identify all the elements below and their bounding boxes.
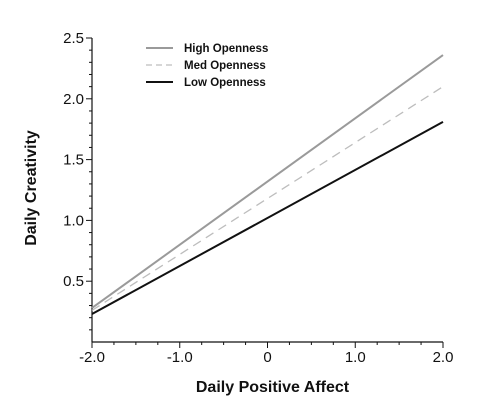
y-axis-title: Daily Creativity (23, 130, 40, 246)
series-lines (91, 54, 444, 315)
y-tick-label: 0.5 (63, 273, 84, 290)
series-line-med-openness (91, 86, 444, 311)
legend: High Openness Med Openness Low Openness (146, 43, 268, 89)
y-tick-label: 2.5 (63, 30, 84, 47)
y-tick-label: 1.0 (63, 212, 84, 229)
axes (91, 38, 443, 343)
legend-label-high-openness: High Openness (184, 43, 268, 55)
x-tick-label: 1.0 (345, 349, 366, 366)
y-tick-label: 2.0 (63, 91, 84, 108)
x-tick-label: -1.0 (167, 349, 193, 366)
y-axis-ticks: 0.5 1.0 1.5 2.0 2.5 (63, 30, 92, 331)
legend-label-med-openness: Med Openness (184, 60, 266, 72)
series-line-low-openness (91, 121, 444, 315)
series-line-high-openness (91, 54, 444, 309)
x-tick-label: 2.0 (433, 349, 454, 366)
legend-label-low-openness: Low Openness (184, 77, 266, 89)
x-axis-ticks: -2.0 -1.0 0 1.0 2.0 (79, 342, 453, 366)
x-tick-label: -2.0 (79, 349, 105, 366)
x-tick-label: 0 (263, 349, 271, 366)
x-axis-title: Daily Positive Affect (196, 379, 350, 396)
y-tick-label: 1.5 (63, 152, 84, 169)
